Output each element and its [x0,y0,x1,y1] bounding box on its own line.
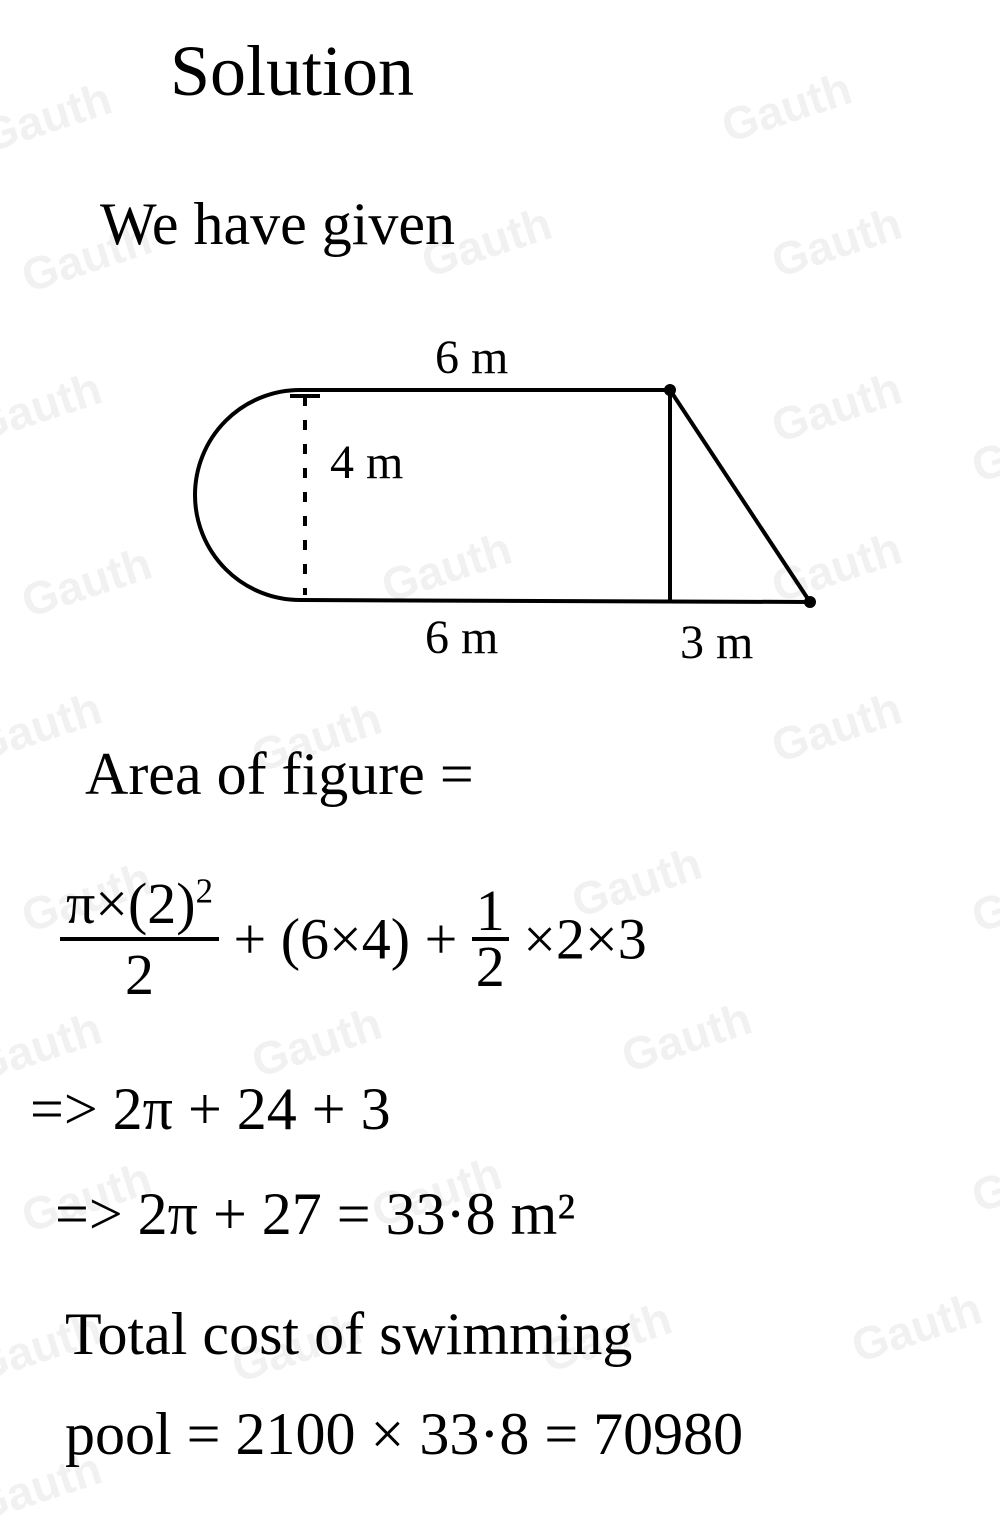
watermark: Gauth [965,851,1000,943]
watermark: Gauth [965,401,1000,493]
watermark: Gauth [765,196,908,288]
fig-label-top: 6 m [435,330,508,385]
given-line: We have given [100,190,455,259]
title: Solution [170,30,414,113]
cost-line-1: Total cost of swimming [65,1300,632,1369]
area-of-figure: Area of figure = [85,740,474,809]
watermark: Gauth [845,1281,988,1373]
step-1: => 2π + 24 + 3 [30,1075,391,1144]
watermark: Gauth [715,61,858,153]
fig-label-height: 4 m [330,435,403,490]
watermark: Gauth [965,1131,1000,1223]
fig-label-bottom-left: 6 m [425,610,498,665]
cost-line-2: pool = 2100 × 33·8 = 70980 [65,1400,743,1469]
watermark: Gauth [0,71,118,163]
watermark: Gauth [765,681,908,773]
formula: π×(2)2 2 + (6×4) + 1 2 ×2×3 [60,870,647,1008]
fig-label-bottom-right: 3 m [680,615,753,670]
step-2: => 2π + 27 = 33·8 m² [55,1180,575,1249]
watermark: Gauth [0,361,108,453]
